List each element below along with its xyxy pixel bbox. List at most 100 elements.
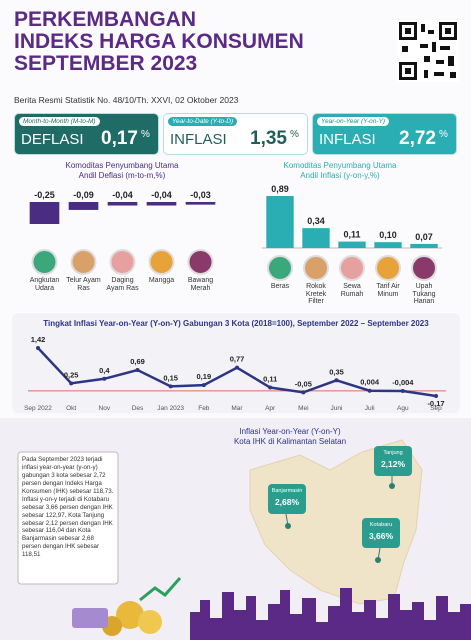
chart-title: Komoditas Penyumbang Utama xyxy=(283,161,397,170)
category-label: Angkutan Udara xyxy=(29,277,60,292)
qr-code xyxy=(397,20,459,82)
city-box: Kotabaru 3,66% xyxy=(362,518,400,548)
value-label: -0,17 xyxy=(427,399,444,408)
value-label: 0,07 xyxy=(415,232,433,242)
pin xyxy=(375,557,381,563)
bar xyxy=(338,241,366,248)
card-kind: DEFLASI xyxy=(21,131,84,148)
x-tick-label: Mei xyxy=(298,405,308,412)
point xyxy=(36,346,40,350)
value-label: 0,11 xyxy=(263,375,277,384)
chart-title: Tingkat Inflasi Year-on-Year (Y-on-Y) Ga… xyxy=(43,319,429,328)
value-label: 0,11 xyxy=(343,230,360,240)
value-label: 0,004 xyxy=(360,378,380,387)
card-unit: % xyxy=(141,129,150,140)
x-tick-label: Mar xyxy=(231,405,243,412)
chart-title: Komoditas Penyumbang Utama xyxy=(65,161,179,170)
value-label: 0,15 xyxy=(163,373,178,382)
bar xyxy=(68,202,99,210)
value-label: 0,77 xyxy=(230,355,245,364)
card-unit: % xyxy=(439,129,448,140)
city-name: Tanjung xyxy=(383,450,403,456)
value-label: 0,35 xyxy=(329,367,344,376)
coins xyxy=(72,577,182,636)
pin xyxy=(285,523,291,529)
card-value: 1,35 xyxy=(250,128,287,149)
chart-subtitle: Andil Inflasi (y-on-y,%) xyxy=(300,171,380,180)
bar xyxy=(302,228,330,248)
city-name: Banjarmasin xyxy=(271,488,303,494)
point xyxy=(135,368,140,373)
map-title: Inflasi Year-on-Year (Y-on-Y) xyxy=(239,427,341,436)
icon xyxy=(70,249,97,275)
icon xyxy=(109,249,136,275)
bar xyxy=(185,202,216,205)
bar xyxy=(29,202,60,224)
value-label: -0,03 xyxy=(190,190,211,200)
map-title: Kota IHK di Kalimantan Selatan xyxy=(233,437,347,446)
value-label: 0,34 xyxy=(307,216,325,226)
card-label: Year-to-Date (Y-to-D) xyxy=(168,117,238,127)
title-line: PERKEMBANGAN xyxy=(14,8,197,31)
card: Year-on-Year (Y-on-Y) INFLASI 2,72% xyxy=(312,113,457,155)
city-value: 2,68% xyxy=(274,497,300,507)
line-panel xyxy=(12,313,460,413)
subtitle: Berita Resmi Statistik No. 48/10/Th. XXV… xyxy=(14,95,239,105)
pin xyxy=(389,483,395,489)
city-box: Tanjung 2,12% xyxy=(374,446,412,476)
title-line: INDEKS HARGA KONSUMEN xyxy=(14,30,304,53)
category-label: Daging Ayam Ras xyxy=(106,277,139,292)
value-label: 0,89 xyxy=(271,184,289,194)
icon xyxy=(187,249,214,275)
city-name: Kotabaru xyxy=(369,522,393,528)
card-value: 0,17 xyxy=(101,128,138,149)
city-value: 2,12% xyxy=(380,459,406,469)
skyline xyxy=(190,588,471,640)
icon xyxy=(148,249,175,275)
value-label: -0,04 xyxy=(151,190,172,200)
category-label: Upah Tukang Harian xyxy=(412,283,436,306)
category-label: Telur Ayam Ras xyxy=(66,277,101,292)
card-value: 2,72 xyxy=(399,128,436,149)
value-label: 0,4 xyxy=(99,366,110,375)
value-label: -0,09 xyxy=(73,190,94,200)
category-label: Tarif Air Minum xyxy=(376,283,400,298)
x-tick-label: Sep xyxy=(430,405,442,412)
icon xyxy=(411,255,437,281)
value-label: 0,19 xyxy=(197,372,212,381)
bar xyxy=(107,202,138,206)
card-label: Month-to-Month (M-to-M) xyxy=(19,117,100,127)
x-tick-label: Nov xyxy=(99,405,111,412)
bar xyxy=(374,242,402,248)
value-label: 0,69 xyxy=(130,357,145,366)
map-shape xyxy=(249,439,423,605)
summary-text: Pada September 2023 terjadi inflasi year… xyxy=(22,456,114,559)
icon xyxy=(303,255,329,281)
card-kind: INFLASI xyxy=(319,131,376,148)
point xyxy=(301,390,306,395)
category-label: Sewa Rumah xyxy=(340,283,364,298)
card-unit: % xyxy=(290,129,299,140)
city-box: Banjarmasin 2,68% xyxy=(268,484,306,514)
point xyxy=(168,384,173,389)
category-label: Bawang Merah xyxy=(187,277,214,292)
point xyxy=(434,394,438,398)
icon xyxy=(375,255,401,281)
point xyxy=(400,388,405,393)
point xyxy=(334,378,339,383)
x-tick-label: Okt xyxy=(66,405,76,412)
bar xyxy=(146,202,177,206)
point xyxy=(367,388,372,393)
summary-box xyxy=(17,451,119,585)
point xyxy=(268,385,273,390)
value-label: -0,04 xyxy=(112,190,133,200)
x-tick-label: Des xyxy=(132,405,144,412)
card-label: Year-on-Year (Y-on-Y) xyxy=(317,117,390,127)
value-label: -0,004 xyxy=(392,378,414,387)
x-tick-label: Juli xyxy=(365,405,375,412)
card: Year-to-Date (Y-to-D) INFLASI 1,35% xyxy=(163,113,308,155)
point xyxy=(235,365,239,370)
card: Month-to-Month (M-to-M) DEFLASI 0,17% xyxy=(14,113,159,155)
point xyxy=(201,383,206,388)
category-label: Mangga xyxy=(148,277,175,284)
